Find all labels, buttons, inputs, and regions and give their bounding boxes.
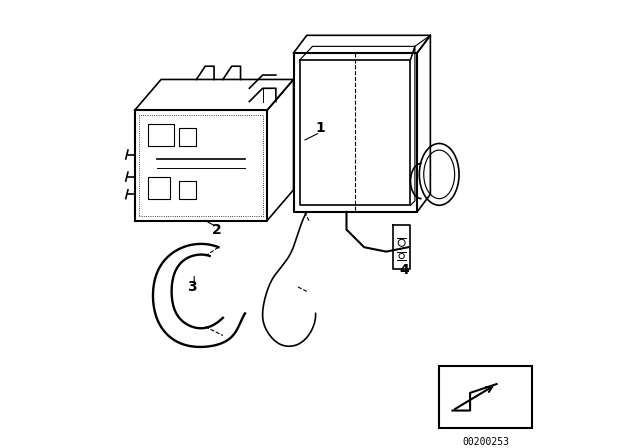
Bar bbox=[148, 177, 170, 198]
Bar bbox=[179, 128, 196, 146]
Text: 1: 1 bbox=[316, 121, 325, 135]
Text: 3: 3 bbox=[187, 280, 196, 294]
Bar bbox=[179, 181, 196, 198]
Bar bbox=[148, 124, 174, 146]
Text: 00200253: 00200253 bbox=[462, 437, 509, 447]
Bar bbox=[139, 115, 262, 216]
Bar bbox=[439, 366, 532, 428]
Text: 2: 2 bbox=[211, 223, 221, 237]
Text: 4: 4 bbox=[399, 263, 409, 277]
